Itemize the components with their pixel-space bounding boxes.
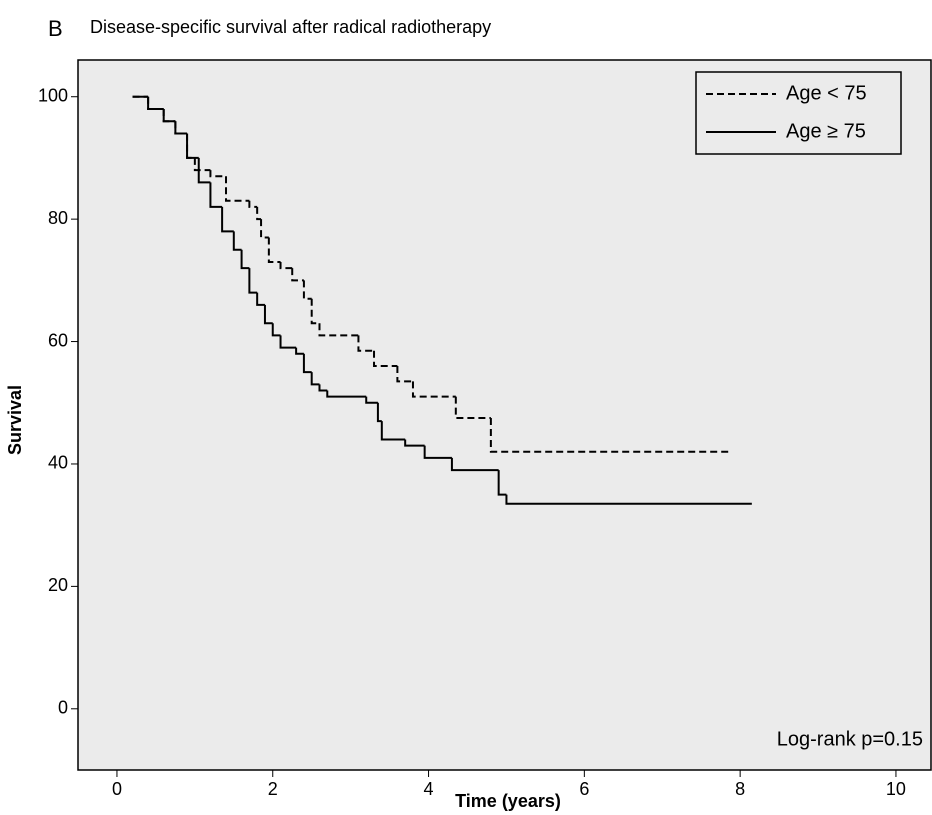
survival-step (174, 121, 188, 135)
survival-step (162, 108, 176, 123)
survival-step (411, 381, 456, 398)
survival-step (197, 157, 211, 184)
survival-step (147, 96, 164, 110)
survival-step (365, 396, 378, 404)
survival-step (248, 200, 258, 208)
survival-step (302, 280, 312, 300)
survival-step (279, 261, 293, 270)
survival-step (260, 219, 269, 239)
survival-step (209, 170, 227, 178)
x-tick-label: 4 (424, 779, 434, 799)
survival-step (221, 206, 234, 233)
y-tick-label: 20 (48, 575, 68, 595)
survival-step (318, 384, 328, 392)
x-tick-label: 6 (579, 779, 589, 799)
survival-step (310, 298, 320, 325)
survival-step (318, 323, 359, 337)
survival-step (380, 421, 406, 441)
survival-step (267, 237, 281, 263)
legend-label: Age < 75 (786, 82, 867, 104)
survival-step (291, 268, 304, 282)
survival-step (256, 292, 265, 306)
survival-step (256, 206, 262, 221)
survival-step (505, 494, 752, 505)
survival-step (209, 182, 223, 208)
survival-step (489, 418, 729, 453)
survival-step (193, 157, 211, 172)
survival-step (326, 390, 367, 398)
x-tick-label: 8 (735, 779, 745, 799)
survival-step (376, 402, 382, 423)
survival-step (271, 323, 281, 337)
x-axis-label: Time (years) (455, 791, 561, 811)
chart-title: Disease-specific survival after radical … (90, 17, 491, 37)
survival-step (373, 350, 398, 368)
x-tick-label: 0 (112, 779, 122, 799)
legend-label: Age ≥ 75 (786, 120, 866, 142)
survival-step (310, 372, 320, 386)
y-tick-label: 60 (48, 330, 68, 350)
survival-step (497, 470, 507, 496)
survival-step (396, 366, 413, 383)
survival-step (240, 249, 250, 270)
y-axis-label: Survival (5, 385, 25, 455)
survival-step (295, 347, 304, 355)
survival-step (450, 457, 499, 472)
survival-step (186, 133, 199, 159)
y-tick-label: 40 (48, 453, 68, 473)
panel-label: B (48, 16, 63, 41)
survival-step (404, 439, 425, 447)
survival-step (302, 353, 312, 374)
survival-step (232, 231, 242, 251)
annotation: Log-rank p=0.15 (777, 728, 923, 750)
survival-step (357, 335, 375, 352)
legend-box (695, 71, 902, 155)
y-tick-label: 100 (38, 85, 68, 105)
plot-area (77, 59, 932, 771)
survival-step (279, 335, 297, 349)
y-tick-label: 80 (48, 208, 68, 228)
x-tick-label: 2 (268, 779, 278, 799)
y-tick-label: 0 (58, 698, 68, 718)
survival-step (263, 304, 273, 325)
survival-step (454, 396, 491, 420)
survival-step (225, 176, 250, 202)
x-tick-label: 10 (886, 779, 906, 799)
survival-step (248, 268, 258, 294)
survival-step (423, 445, 452, 459)
